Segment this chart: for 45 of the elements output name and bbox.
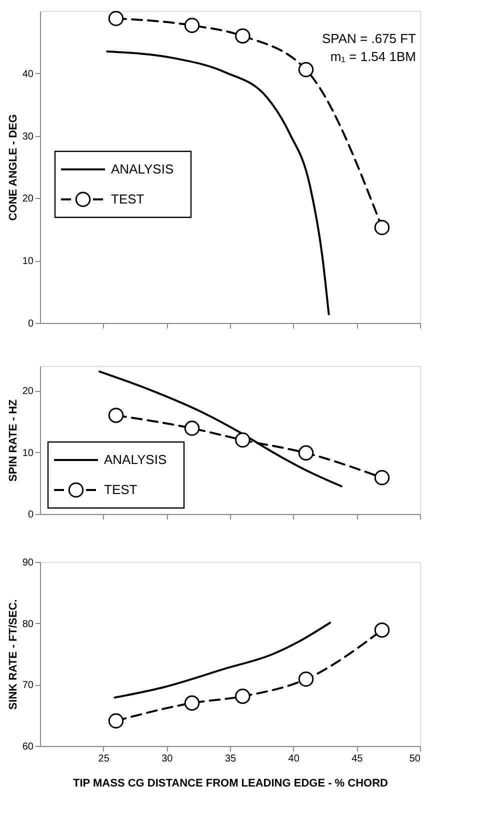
x-axis-title: TIP MASS CG DISTANCE FROM LEADING EDGE - % CHORD (73, 778, 388, 790)
point (235, 432, 250, 448)
annotation: SPAN = .675 FT (322, 31, 416, 46)
point (108, 408, 124, 423)
y-tick-label: 40 (22, 68, 34, 80)
y-tick-label: 10 (22, 256, 34, 268)
annotation: m₁ = 1.54 1BM (330, 49, 416, 64)
legend-label: TEST (111, 191, 144, 206)
x-tick-label: 25 (98, 754, 110, 764)
y-tick-label: 0 (28, 510, 34, 520)
point (374, 622, 390, 638)
x-tick-label: 50 (409, 754, 421, 764)
x-tick-label: 45 (352, 754, 364, 764)
point (298, 62, 314, 78)
point (108, 713, 124, 728)
x-tick-label: 30 (162, 754, 174, 764)
legend-label: ANALYSIS (104, 452, 167, 467)
point (184, 420, 200, 436)
y-tick-label: 60 (22, 742, 34, 752)
legend-label: TEST (104, 482, 138, 497)
line-series (106, 50, 330, 316)
y-tick-label: 20 (22, 386, 34, 398)
x-tick-label: 35 (224, 754, 236, 764)
point (374, 220, 390, 236)
y-tick-label: 90 (22, 558, 34, 568)
y-tick-label: 10 (22, 448, 34, 459)
y-tick-label: 20 (22, 194, 34, 205)
point (235, 28, 250, 44)
x-tick-label: 40 (288, 754, 300, 764)
y-axis-title: SPIN RATE - HZ (7, 399, 20, 482)
y-tick-label: 0 (28, 318, 34, 330)
point (235, 688, 250, 704)
point (184, 695, 200, 711)
y-axis-title: CONE ANGLE - DEG (7, 114, 20, 221)
y-tick-label: 30 (22, 131, 34, 142)
y-tick-label: 70 (22, 680, 34, 692)
point (374, 470, 390, 486)
y-tick-label: 80 (22, 618, 34, 630)
point (184, 18, 200, 33)
point (298, 672, 314, 687)
y-axis-title: SINK RATE - FT/SEC. (7, 599, 20, 710)
point (298, 445, 314, 461)
point (108, 10, 124, 26)
legend-label: ANALYSIS (111, 161, 174, 176)
line-series (114, 622, 332, 699)
